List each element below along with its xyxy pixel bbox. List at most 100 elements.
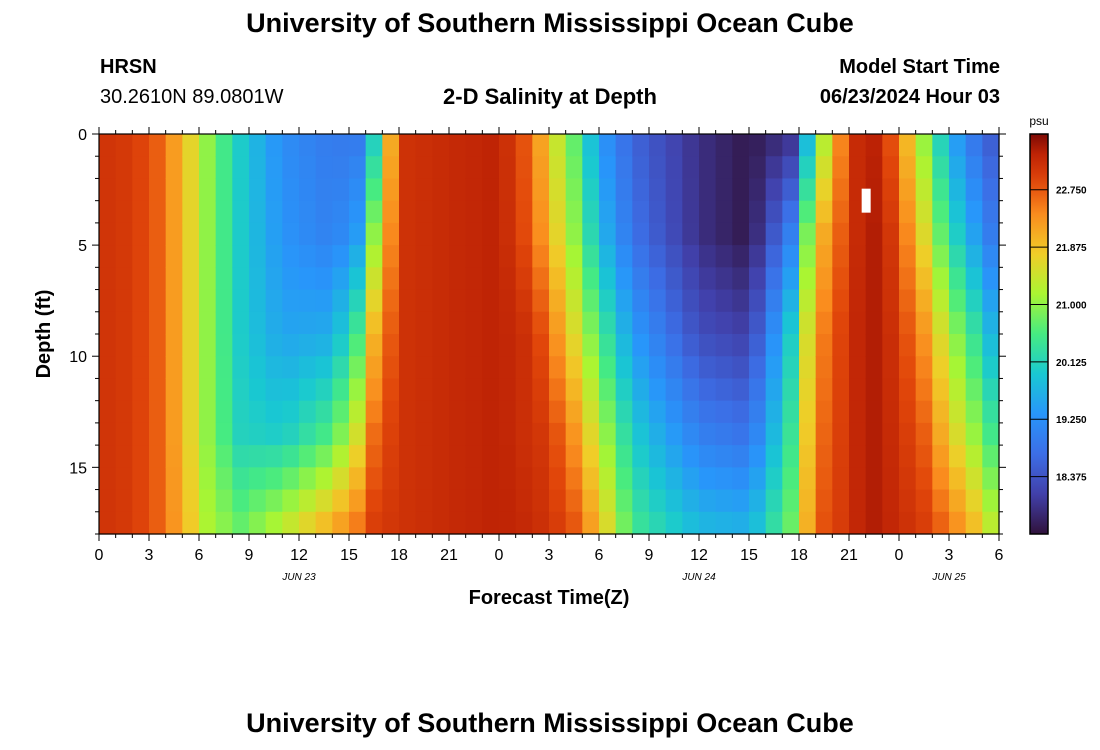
heatmap-cell [282, 156, 300, 180]
heatmap-cell [732, 356, 750, 380]
heatmap-cell [515, 134, 533, 157]
heatmap-cell [465, 334, 483, 357]
heatmap-cell [865, 378, 883, 402]
heatmap-cell [549, 311, 567, 335]
heatmap-cell [615, 422, 633, 446]
heatmap-cell [815, 267, 833, 291]
heatmap-cell [882, 356, 900, 380]
y-tick-label: 15 [69, 460, 87, 477]
heatmap-cell [282, 422, 300, 446]
heatmap-cell [315, 200, 333, 224]
heatmap-cell [149, 267, 167, 291]
heatmap-cell [115, 267, 133, 291]
heatmap-cell [315, 356, 333, 380]
heatmap-cell [232, 134, 250, 157]
heatmap-cell [849, 489, 867, 513]
heatmap-cell [715, 311, 733, 335]
heatmap-cell [932, 134, 950, 157]
heatmap-cell [332, 289, 350, 313]
heatmap-cell [115, 178, 133, 202]
heatmap-cell [415, 178, 433, 202]
heatmap-cell [932, 378, 950, 402]
heatmap-cell [182, 400, 200, 424]
heatmap-cell [365, 334, 383, 357]
heatmap-cell [615, 445, 633, 468]
heatmap-cell [382, 467, 400, 491]
heatmap-cell [532, 511, 550, 535]
heatmap-cell [115, 489, 133, 513]
heatmap-cell [982, 445, 1000, 468]
heatmap-cell [965, 445, 983, 468]
heatmap-cell [599, 489, 617, 513]
heatmap-cell [249, 511, 267, 535]
heatmap-cell [415, 267, 433, 291]
heatmap-cell [765, 267, 783, 291]
heatmap-cell [432, 467, 450, 491]
heatmap-cell [649, 356, 667, 380]
x-tick-label: 0 [495, 547, 504, 564]
heatmap-cell [282, 445, 300, 468]
heatmap-cell [515, 489, 533, 513]
heatmap-cell [982, 489, 1000, 513]
heatmap-cell [332, 334, 350, 357]
heatmap-cell [899, 156, 917, 180]
heatmap-cell [532, 267, 550, 291]
heatmap-cell [149, 245, 167, 268]
heatmap-cell [832, 489, 850, 513]
x-tick-label: 21 [440, 547, 458, 564]
heatmap-cell [565, 134, 583, 157]
x-tick-label: 3 [145, 547, 154, 564]
heatmap-cell [915, 200, 933, 224]
heatmap-cell [582, 378, 600, 402]
heatmap-cell [749, 356, 767, 380]
heatmap-cell [265, 511, 283, 535]
heatmap-cell [465, 245, 483, 268]
heatmap-cell [399, 400, 417, 424]
heatmap-cell [299, 511, 317, 535]
heatmap-cell [715, 467, 733, 491]
heatmap-cell [149, 489, 167, 513]
heatmap-cell [799, 245, 817, 268]
heatmap-cell [115, 467, 133, 491]
heatmap-cell [149, 200, 167, 224]
heatmap-cell [99, 378, 117, 402]
heatmap-cell [165, 422, 183, 446]
heatmap-cell [832, 267, 850, 291]
heatmap-cell [732, 378, 750, 402]
heatmap-cell [265, 245, 283, 268]
heatmap-cell [132, 356, 150, 380]
heatmap-cell [349, 400, 367, 424]
heatmap-cell [982, 422, 1000, 446]
heatmap-cell [182, 511, 200, 535]
heatmap-cell [315, 422, 333, 446]
heatmap-cell [232, 334, 250, 357]
heatmap-cell [115, 356, 133, 380]
heatmap-cell [365, 511, 383, 535]
heatmap-cell [382, 156, 400, 180]
heatmap-cell [465, 445, 483, 468]
missing-data-marker [861, 188, 871, 213]
heatmap-cell [815, 356, 833, 380]
heatmap-cell [799, 200, 817, 224]
heatmap-cell [449, 267, 467, 291]
heatmap-cell [765, 200, 783, 224]
heatmap-cell [749, 489, 767, 513]
heatmap-cell [665, 489, 683, 513]
heatmap-cell [265, 267, 283, 291]
heatmap-cell [399, 200, 417, 224]
heatmap-cell [365, 156, 383, 180]
heatmap-cell [449, 356, 467, 380]
heatmap-cell [749, 200, 767, 224]
heatmap-cell [365, 356, 383, 380]
heatmap-cell [565, 222, 583, 246]
heatmap-cell [765, 156, 783, 180]
heatmap-cell [315, 289, 333, 313]
heatmap-cell [682, 334, 700, 357]
heatmap-cell [965, 311, 983, 335]
heatmap-cell [749, 267, 767, 291]
heatmap-cell [232, 156, 250, 180]
heatmap-cell [649, 178, 667, 202]
heatmap-cell [282, 289, 300, 313]
heatmap-cell [482, 356, 500, 380]
heatmap-cell [299, 178, 317, 202]
